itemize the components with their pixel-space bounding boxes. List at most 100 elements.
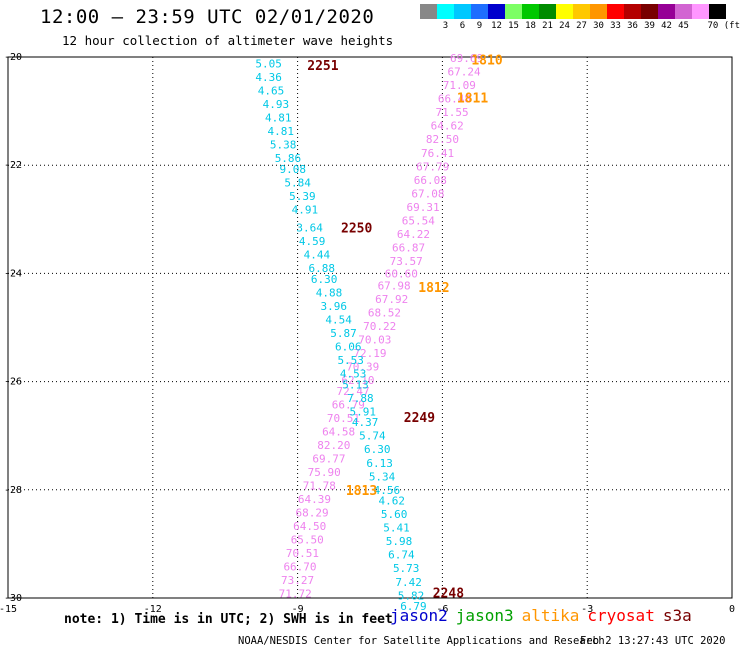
scale-label: 33 bbox=[610, 21, 621, 31]
wave-height-label: 5.39 bbox=[289, 190, 316, 203]
pass-label: 2248 bbox=[433, 587, 464, 602]
wave-height-label: 4.59 bbox=[299, 235, 326, 248]
scale-swatch bbox=[692, 4, 709, 19]
pass-label: 1812 bbox=[418, 281, 449, 296]
scale-swatch bbox=[573, 4, 590, 19]
x-tick-label: 0 bbox=[729, 604, 735, 615]
scale-label: 12 bbox=[491, 21, 502, 31]
wave-height-label: 70.51 bbox=[327, 412, 360, 425]
wave-height-label: 3.96 bbox=[321, 300, 348, 313]
wave-height-label: 9.08 bbox=[280, 163, 307, 176]
chart-subtitle: 12 hour collection of altimeter wave hei… bbox=[62, 33, 394, 48]
y-tick-label: -28 bbox=[4, 485, 22, 496]
wave-height-label: 75.90 bbox=[308, 466, 341, 479]
y-tick-label: -30 bbox=[4, 593, 22, 604]
pass-label: 1813 bbox=[346, 484, 377, 499]
pass-label: 2250 bbox=[341, 221, 372, 236]
wave-height-label: 82.50 bbox=[426, 133, 459, 146]
wave-height-label: 71.09 bbox=[443, 79, 476, 92]
scale-label: 39 bbox=[644, 21, 655, 31]
wave-height-label: 62.10 bbox=[341, 374, 374, 387]
wave-height-label: 67.24 bbox=[448, 66, 481, 79]
wave-height-label: 64.62 bbox=[431, 120, 464, 133]
scale-swatch bbox=[658, 4, 675, 19]
x-tick-label: -3 bbox=[581, 604, 593, 615]
wave-height-label: 73.57 bbox=[390, 255, 423, 268]
scale-label: 27 bbox=[576, 21, 587, 31]
wave-height-label: 5.86 bbox=[275, 152, 302, 165]
x-tick-label: -15 bbox=[0, 604, 17, 615]
wave-height-label: 6.88 bbox=[308, 262, 335, 275]
scale-swatch bbox=[590, 4, 607, 19]
y-tick-label: -22 bbox=[4, 160, 22, 171]
scale-swatch bbox=[556, 4, 573, 19]
scale-label: 24 bbox=[559, 21, 570, 31]
wave-height-label: 4.81 bbox=[267, 125, 294, 138]
legend-jason3: jason3 bbox=[455, 606, 514, 625]
x-tick-label: -9 bbox=[292, 604, 304, 615]
wave-height-label: 4.53 bbox=[340, 367, 367, 380]
scale-label: 18 bbox=[525, 21, 536, 31]
y-tick-label: -24 bbox=[4, 268, 22, 279]
wave-height-label: 5.34 bbox=[369, 470, 396, 483]
wave-height-label: 5.53 bbox=[337, 354, 364, 367]
wave-height-label: 76.41 bbox=[421, 147, 454, 160]
wave-height-label: 71.55 bbox=[435, 106, 468, 119]
scale-swatch bbox=[437, 4, 454, 19]
wave-height-label: 70.03 bbox=[358, 333, 391, 346]
wave-height-label: 64.39 bbox=[298, 493, 331, 506]
wave-height-label: 82.20 bbox=[317, 439, 350, 452]
wave-height-label: 68.52 bbox=[368, 306, 401, 319]
wave-height-label: 5.41 bbox=[383, 522, 410, 535]
wave-height-label: 4.91 bbox=[292, 204, 319, 217]
wave-height-label: 65.54 bbox=[402, 214, 435, 227]
wave-height-label: 72.47 bbox=[337, 385, 370, 398]
wave-height-label: 69.31 bbox=[407, 201, 440, 214]
scale-swatch bbox=[505, 4, 522, 19]
y-tick-label: -26 bbox=[4, 377, 22, 388]
wave-height-label: 6.30 bbox=[311, 273, 338, 286]
wave-height-label: 65.50 bbox=[291, 534, 324, 547]
wave-height-label: 7.88 bbox=[347, 392, 374, 405]
scale-swatch bbox=[607, 4, 624, 19]
pass-label: 2251 bbox=[307, 59, 338, 74]
scale-swatch bbox=[471, 4, 488, 19]
wave-height-label: 6.13 bbox=[366, 457, 393, 470]
legend-altika: altika bbox=[521, 606, 580, 625]
wave-height-label: 66.87 bbox=[392, 241, 425, 254]
wave-height-label: 4.81 bbox=[265, 112, 292, 125]
scale-label: 15 bbox=[508, 21, 519, 31]
legend-cryosat: cryosat bbox=[587, 606, 655, 625]
wave-height-label: 5.82 bbox=[398, 589, 425, 602]
wave-height-label: 69.77 bbox=[312, 452, 345, 465]
wave-height-label: 5.05 bbox=[255, 57, 282, 70]
wave-height-label: 5.13 bbox=[342, 378, 369, 391]
wave-height-label: 4.62 bbox=[378, 495, 405, 508]
wave-height-label: 6.74 bbox=[388, 549, 415, 562]
chart-title: 12:00 – 23:59 UTC 02/01/2020 bbox=[40, 6, 375, 28]
wave-height-label: 72.19 bbox=[353, 347, 386, 360]
wave-height-label: 64.50 bbox=[293, 520, 326, 533]
wave-height-label: 66.08 bbox=[414, 174, 447, 187]
scale-swatch bbox=[709, 4, 726, 19]
wave-height-label: 66.79 bbox=[332, 398, 365, 411]
scale-swatch bbox=[420, 4, 437, 19]
x-tick-label: -6 bbox=[436, 604, 448, 615]
scale-label: 30 bbox=[593, 21, 604, 31]
wave-height-label: 4.65 bbox=[258, 85, 285, 98]
wave-height-label: 4.88 bbox=[316, 286, 343, 299]
scale-label: 42 bbox=[661, 21, 672, 31]
wave-height-label: 4.44 bbox=[304, 248, 331, 261]
wave-height-label: 5.84 bbox=[284, 177, 311, 190]
wave-height-label: 5.73 bbox=[393, 562, 420, 575]
plot-frame bbox=[7, 56, 733, 599]
wave-height-label: 5.74 bbox=[359, 430, 386, 443]
wave-height-label: 70.39 bbox=[346, 360, 379, 373]
wave-height-label: 4.36 bbox=[255, 71, 282, 84]
pass-label: 1810 bbox=[471, 54, 502, 69]
scale-swatch bbox=[675, 4, 692, 19]
wave-height-label: 71.72 bbox=[279, 588, 312, 601]
y-tick-label: -20 bbox=[4, 52, 22, 63]
wave-height-label: 66.70 bbox=[283, 561, 316, 574]
